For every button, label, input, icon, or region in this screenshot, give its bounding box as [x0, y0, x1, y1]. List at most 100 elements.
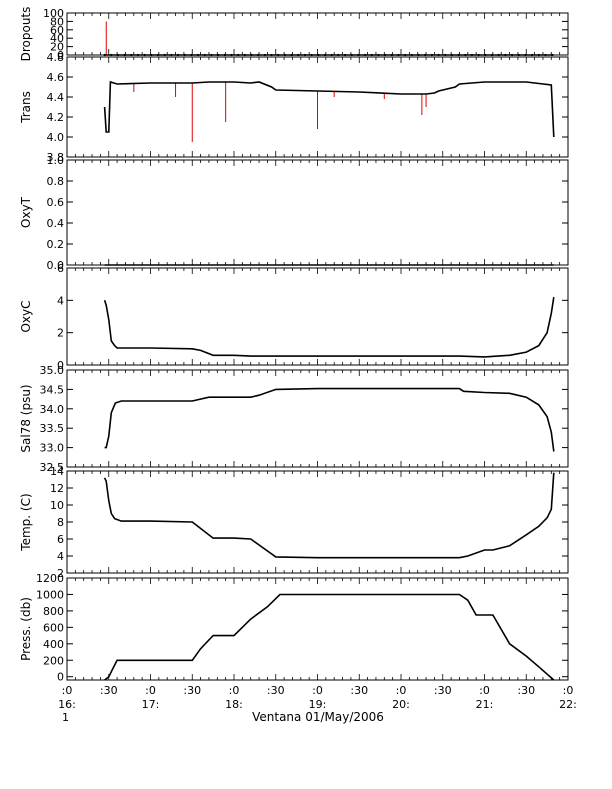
y-tick-label: 4.0	[47, 131, 65, 144]
data-point	[283, 53, 287, 57]
x-tick-label: :30	[183, 684, 201, 697]
x-tick-label: :0	[62, 684, 73, 697]
y-tick-label: 14	[50, 465, 64, 478]
y-tick-label: 0.0	[47, 259, 65, 272]
data-point	[223, 53, 226, 57]
panel-2: 0.0 0.2 0.4 0.6 0.8 1.0 OxyT	[19, 154, 569, 272]
panel-frame	[66, 369, 569, 468]
series-line-0	[104, 593, 555, 681]
y-tick-label: 34.0	[40, 403, 65, 416]
data-point	[250, 53, 253, 57]
data-point	[490, 53, 494, 57]
data-point	[417, 53, 420, 57]
y-tick-label: 34.5	[40, 383, 65, 396]
y-tick-label: 80	[50, 15, 64, 28]
y-tick-label: 600	[43, 621, 64, 634]
y-tick-label: 8	[57, 516, 64, 529]
y-tick-label: 35.0	[40, 364, 65, 377]
panel-frame	[66, 159, 569, 266]
data-point	[156, 53, 160, 57]
y-tick-label: 12	[50, 482, 64, 495]
y-axis-label: Sal78 (psu)	[19, 384, 33, 452]
data-point	[350, 53, 353, 57]
data-point	[176, 53, 180, 57]
y-tick-label: 6	[57, 262, 64, 275]
data-point	[537, 53, 540, 57]
y-tick-label: 4.4	[47, 91, 65, 104]
x-tick-label: :0	[145, 684, 156, 697]
data-point	[230, 53, 233, 57]
x-tick-hour-label: 16:	[58, 698, 76, 711]
x-tick-label: :30	[350, 684, 368, 697]
y-tick-label: 4.8	[47, 51, 65, 64]
x-tick-label: :0	[312, 684, 323, 697]
series-line-0	[103, 80, 555, 138]
y-tick-label: 0	[57, 671, 64, 684]
data-point	[430, 53, 433, 57]
data-point	[377, 53, 380, 57]
data-point	[410, 53, 413, 57]
y-tick-label: 2	[57, 327, 64, 340]
x-tick-label: :0	[229, 684, 240, 697]
data-point	[183, 53, 186, 57]
y-tick-label: 33.0	[40, 442, 65, 455]
data-point	[370, 53, 373, 57]
panel-frame	[66, 12, 569, 56]
data-point	[484, 53, 487, 57]
data-point	[544, 53, 547, 57]
data-point	[190, 53, 193, 57]
y-tick-label: 6	[57, 533, 64, 546]
y-tick-label: 60	[50, 24, 64, 37]
y-axis-label: Press. (db)	[19, 597, 33, 661]
y-axis-label: Temp. (C)	[19, 493, 33, 551]
corner-label: 1	[62, 711, 69, 724]
data-point	[337, 53, 340, 57]
data-point	[510, 53, 514, 57]
chart-panels: 020406080100Dropouts3.84.04.24.44.64.8Tr…	[19, 7, 569, 684]
data-point	[504, 53, 507, 57]
data-point	[290, 53, 293, 57]
x-tick-label: :30	[517, 684, 535, 697]
x-tick-hour-label: 19:	[309, 698, 327, 711]
data-point	[196, 53, 200, 57]
y-tick-label: 0.8	[47, 175, 65, 188]
data-point	[310, 53, 313, 57]
data-point	[450, 53, 454, 57]
data-point	[170, 53, 173, 57]
data-point	[397, 53, 400, 57]
y-tick-label: 10	[50, 499, 64, 512]
panel-4: 32.5 33.0 33.5 34.0 34.5 35.0 Sal78 (psu)	[19, 364, 569, 474]
data-point	[317, 53, 320, 57]
x-tick-hour-label: 20:	[392, 698, 410, 711]
y-tick-label: 200	[43, 654, 64, 667]
data-point	[263, 53, 266, 57]
y-tick-label: 40	[50, 32, 64, 45]
x-tick-hour-label: 21:	[476, 698, 494, 711]
data-point	[110, 53, 113, 57]
y-tick-label: 4.2	[47, 111, 65, 124]
data-point	[303, 53, 307, 57]
x-tick-label: :30	[100, 684, 118, 697]
y-tick-label: 400	[43, 638, 64, 651]
data-point	[457, 53, 460, 57]
x-tick-label: :0	[563, 684, 574, 697]
data-point	[470, 53, 474, 57]
panel-1: 3.8 4.0 4.2 4.4 4.6 4.8 Trans	[19, 51, 569, 164]
y-axis-label: OxyC	[19, 300, 33, 332]
data-point	[116, 53, 120, 57]
data-point	[384, 53, 387, 57]
y-axis-label: Dropouts	[19, 7, 33, 62]
data-point	[363, 53, 367, 57]
y-tick-label: 1.0	[47, 154, 65, 167]
series-line-0	[103, 472, 555, 559]
data-point	[464, 53, 467, 57]
data-point	[424, 53, 427, 57]
y-tick-label: 4.6	[47, 71, 65, 84]
data-point	[524, 53, 527, 57]
data-point	[437, 53, 440, 57]
panel-3: 0 2 4 6 OxyC	[19, 262, 569, 372]
y-tick-label: 2	[57, 567, 64, 580]
x-tick-hour-label: 17:	[142, 698, 160, 711]
data-point	[330, 53, 333, 57]
panel-frame	[66, 267, 569, 366]
